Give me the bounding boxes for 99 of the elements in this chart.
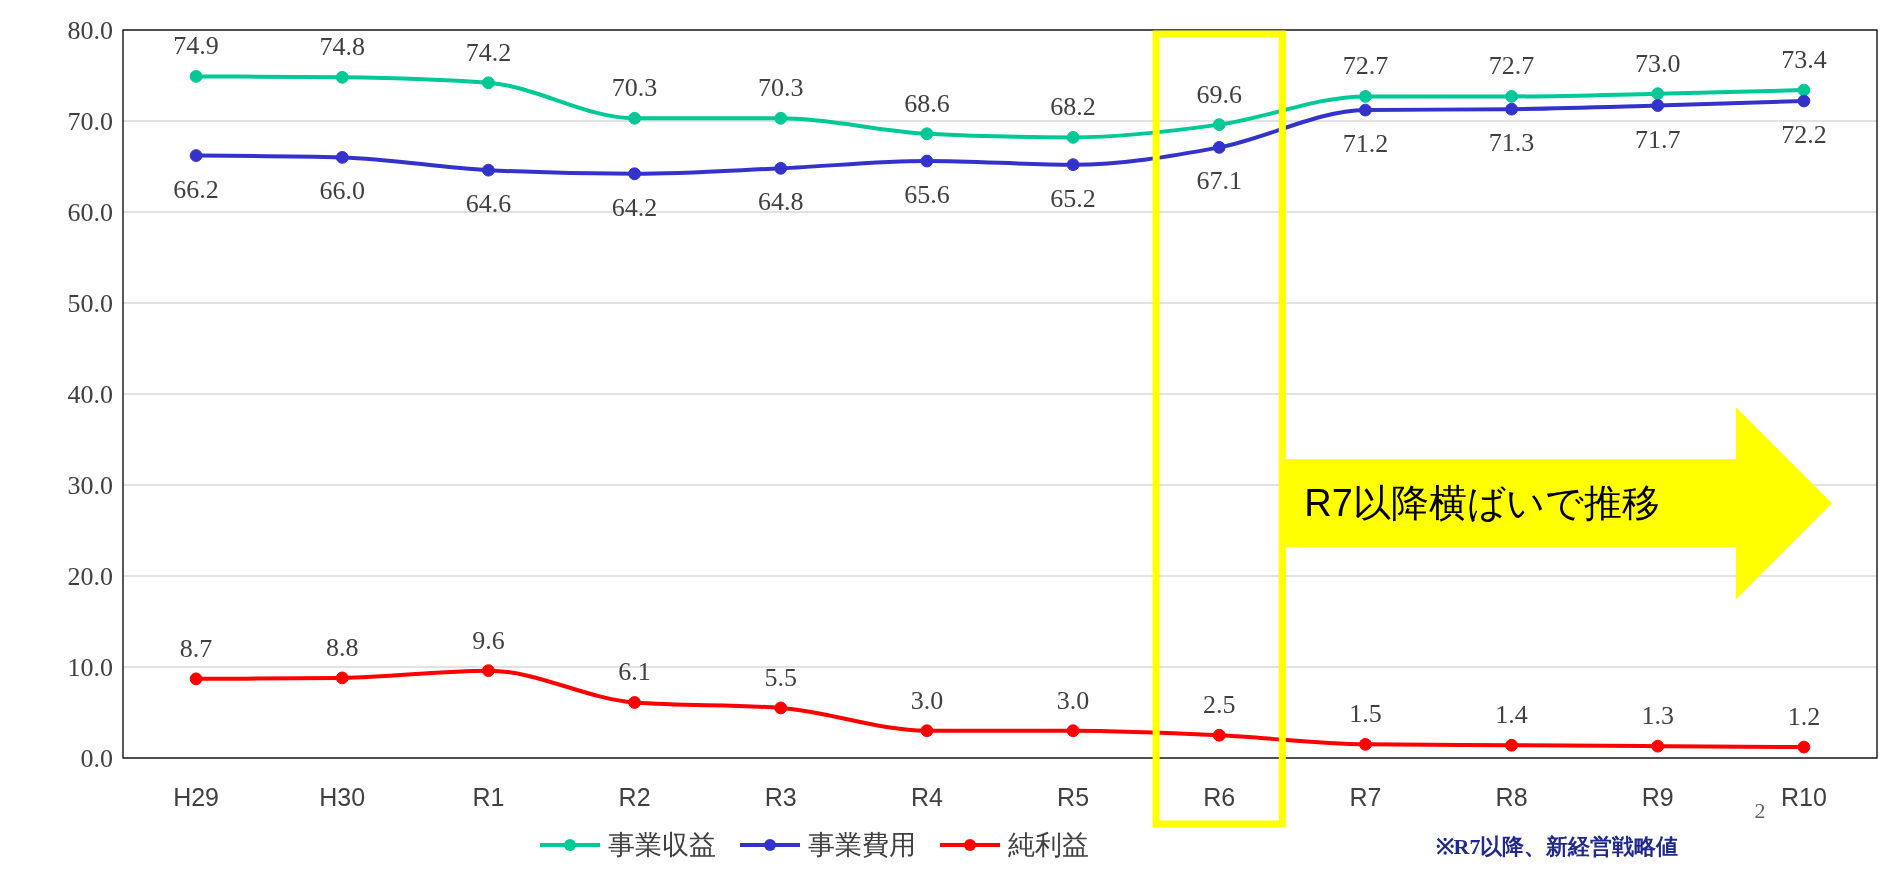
point xyxy=(1651,99,1665,112)
x-tick-label: R10 xyxy=(1780,783,1827,811)
x-tick-label: H30 xyxy=(319,783,366,811)
y-tick-label: 20.0 xyxy=(67,562,113,591)
point xyxy=(1505,102,1518,116)
x-tick-label: R6 xyxy=(1203,783,1236,811)
data-label: 74.9 xyxy=(173,31,219,61)
point xyxy=(774,161,788,175)
point xyxy=(482,664,495,678)
data-label: 65.2 xyxy=(1050,183,1096,213)
point xyxy=(920,724,934,738)
point xyxy=(1797,83,1811,97)
data-label: 3.0 xyxy=(1056,685,1090,715)
legend-label: 事業収益 xyxy=(608,830,716,860)
x-tick-label: R3 xyxy=(764,783,797,811)
data-label: 1.4 xyxy=(1495,700,1528,730)
y-tick-label: 80.0 xyxy=(67,16,113,45)
point xyxy=(189,149,203,162)
data-label: 66.0 xyxy=(319,176,365,206)
point xyxy=(1212,118,1226,132)
data-label: 72.2 xyxy=(1781,119,1827,149)
legend-label: 純利益 xyxy=(1008,830,1089,860)
point xyxy=(189,70,203,83)
data-label: 71.7 xyxy=(1635,124,1681,154)
point xyxy=(1359,90,1372,103)
point xyxy=(1651,739,1665,753)
data-label: 64.2 xyxy=(611,192,658,222)
data-label: 72.7 xyxy=(1488,51,1535,81)
x-tick-label: R2 xyxy=(618,783,651,811)
x-tick-label: R4 xyxy=(910,783,943,811)
point xyxy=(1066,130,1080,144)
point xyxy=(1505,738,1518,752)
point xyxy=(482,163,495,177)
data-label: 1.3 xyxy=(1641,701,1674,731)
point xyxy=(1797,94,1811,108)
point xyxy=(1359,737,1372,751)
point xyxy=(628,696,641,709)
y-tick-label: 30.0 xyxy=(67,471,113,500)
x-tick-label: H29 xyxy=(173,783,220,811)
data-label: 74.8 xyxy=(319,32,365,62)
point xyxy=(335,70,349,84)
point xyxy=(1212,728,1226,742)
data-label: 65.6 xyxy=(904,180,950,210)
y-tick-label: 70.0 xyxy=(67,107,113,136)
point xyxy=(189,672,203,686)
y-tick-label: 40.0 xyxy=(67,380,113,409)
data-label: 73.0 xyxy=(1635,48,1681,78)
point xyxy=(920,127,934,141)
x-tick-label: R8 xyxy=(1495,783,1528,811)
point xyxy=(628,111,641,125)
data-label: 64.8 xyxy=(758,187,804,217)
y-tick-label: 50.0 xyxy=(67,289,113,318)
data-label: 69.6 xyxy=(1196,79,1242,109)
data-label: 5.5 xyxy=(764,662,797,692)
point xyxy=(1359,103,1372,117)
data-label: 8.7 xyxy=(179,633,213,663)
point xyxy=(1505,90,1518,103)
point xyxy=(335,150,349,164)
y-tick-label: 0.0 xyxy=(80,744,113,773)
x-tick-label: R7 xyxy=(1349,783,1382,811)
text: 2 xyxy=(1754,798,1766,823)
data-label: 71.3 xyxy=(1488,128,1535,158)
data-label: 8.8 xyxy=(326,632,359,662)
annotation: R7以降横ばいで推移 xyxy=(1304,482,1660,525)
data-label: 66.2 xyxy=(173,174,219,204)
data-label: 3.0 xyxy=(910,685,944,715)
y-tick-label: 10.0 xyxy=(67,653,113,682)
point xyxy=(1797,740,1811,754)
y-tick-label: 60.0 xyxy=(67,198,113,227)
data-label: 72.7 xyxy=(1342,51,1389,81)
text: ※R7以降、新経営戦略値 xyxy=(1435,834,1679,859)
point xyxy=(1212,140,1226,154)
data-label: 6.1 xyxy=(618,657,651,687)
data-label: 67.1 xyxy=(1196,166,1242,196)
point xyxy=(1066,158,1080,172)
x-tick-label: R5 xyxy=(1057,783,1090,811)
data-label: 68.2 xyxy=(1050,92,1096,122)
data-label: 1.2 xyxy=(1787,702,1821,732)
data-label: 9.6 xyxy=(472,625,505,655)
point xyxy=(482,76,495,90)
data-label: 2.5 xyxy=(1203,690,1236,720)
data-label: 68.6 xyxy=(904,88,950,118)
data-label: 1.5 xyxy=(1349,699,1382,729)
point xyxy=(920,154,934,168)
data-label: 71.2 xyxy=(1342,129,1389,159)
x-tick-label: R1 xyxy=(472,783,505,811)
point xyxy=(335,671,349,685)
data-label: 64.6 xyxy=(465,189,512,219)
point xyxy=(628,167,641,181)
data-label: 70.3 xyxy=(611,73,658,103)
point xyxy=(1651,87,1665,101)
point xyxy=(774,701,788,715)
point xyxy=(1066,724,1080,738)
legend-label: 事業費用 xyxy=(808,830,916,860)
x-tick-label: R9 xyxy=(1641,783,1674,811)
data-label: 73.4 xyxy=(1781,45,1827,75)
data-label: 70.3 xyxy=(758,73,804,103)
data-label: 74.2 xyxy=(465,37,512,67)
point xyxy=(774,111,788,125)
